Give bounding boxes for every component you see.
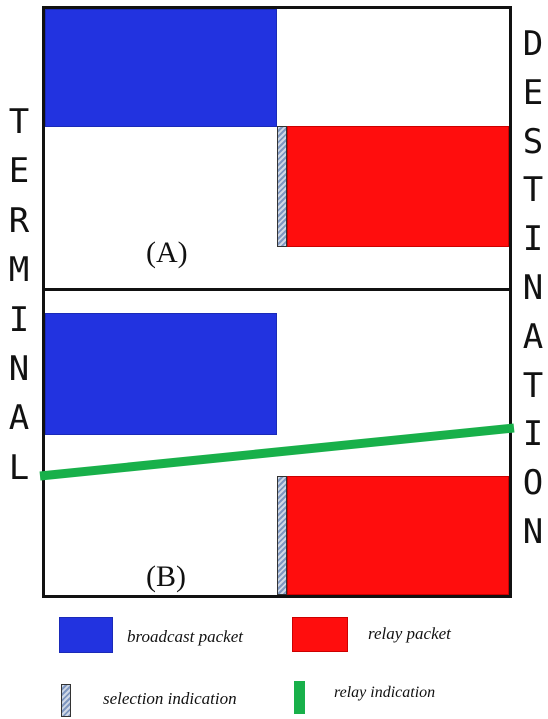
legend-relay-swatch (292, 617, 348, 652)
panel-a-relay-packet (287, 126, 509, 247)
panel-a-broadcast-packet (45, 9, 277, 127)
terminal-label-letter: M (8, 250, 30, 291)
panel-b-tag: (B) (146, 560, 186, 593)
panel-b (42, 288, 512, 598)
destination-label-letter: I (522, 219, 544, 260)
destination-label-letter: I (522, 414, 544, 455)
destination-label-letter: D (522, 24, 544, 64)
legend-broadcast-label: broadcast packet (127, 627, 243, 646)
panel-b-relay-packet (287, 476, 509, 595)
legend-selection-swatch (61, 684, 71, 717)
relay-indication-line (39, 423, 515, 481)
terminal-label-letter: I (8, 299, 30, 340)
panel-b-selection-indication (277, 476, 287, 595)
legend-relay-label: relay packet (368, 624, 451, 643)
destination-label-letter: T (522, 170, 544, 211)
legend-relay-indication-label: relay indication (334, 684, 436, 701)
destination-label-letter: S (522, 121, 544, 162)
destination-label-letter: O (522, 463, 544, 504)
destination-label-letter: N (522, 511, 544, 552)
destination-label-letter: T (522, 365, 544, 406)
terminal-label-letter: T (8, 102, 30, 142)
panel-b-broadcast-packet (45, 313, 277, 435)
terminal-label-letter: R (8, 200, 30, 241)
terminal-label-letter: L (8, 447, 30, 488)
panel-a-selection-indication (277, 126, 287, 247)
legend-broadcast-swatch (59, 617, 113, 653)
terminal-label-letter: E (8, 151, 30, 192)
legend-relay-indication-swatch (294, 681, 305, 714)
destination-label-letter: E (522, 72, 544, 113)
terminal-label-letter: N (8, 348, 30, 389)
destination-label-letter: A (522, 316, 544, 357)
destination-label-letter: N (522, 267, 544, 308)
panel-a-tag: (A) (146, 236, 188, 269)
terminal-label-letter: A (8, 398, 30, 439)
legend-selection-label: selection indication (103, 689, 237, 708)
